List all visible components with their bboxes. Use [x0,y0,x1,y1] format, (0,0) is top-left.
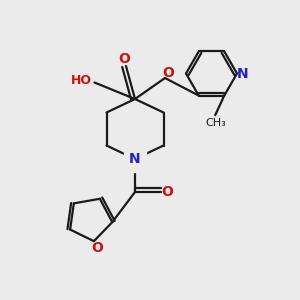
Text: N: N [129,152,141,166]
Text: O: O [91,241,103,255]
Text: CH₃: CH₃ [205,118,226,128]
Text: O: O [161,185,173,199]
Text: O: O [163,67,175,80]
Text: N: N [237,67,249,80]
Text: HO: HO [70,74,92,88]
Text: O: O [118,52,130,66]
